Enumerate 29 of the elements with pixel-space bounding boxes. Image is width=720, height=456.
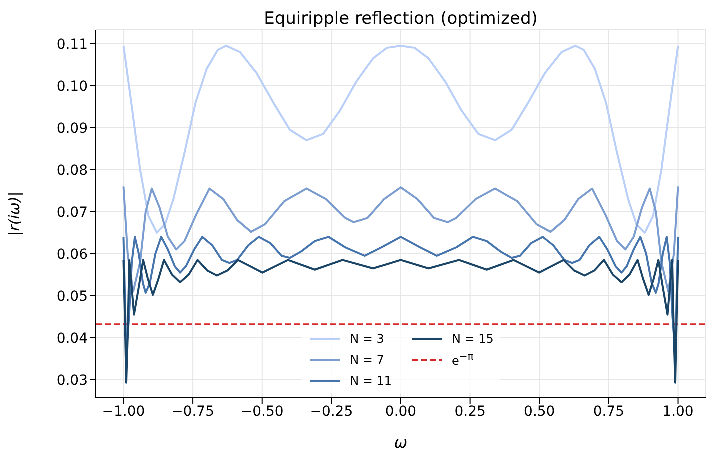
y-tick-label: 0.07 [56,204,88,221]
x-axis-title: ω [394,433,408,452]
y-tick-label: 0.03 [56,372,88,389]
x-tick-label: 0.25 [454,404,486,420]
y-axis-title: |r(iω)| [5,192,24,236]
legend-label: N = 3 [350,332,384,346]
x-tick-label: 0.75 [593,404,625,420]
x-tick-label: −0.25 [310,404,354,420]
legend-label: N = 15 [452,332,494,346]
y-tick-label: 0.11 [56,36,88,53]
x-tick-label: 0.00 [385,404,417,420]
chart-title: Equiripple reflection (optimized) [264,9,538,29]
y-tick-label: 0.09 [56,120,88,137]
x-tick-label: −0.75 [172,404,214,420]
line-series [122,44,680,234]
x-tick-label: −1.00 [102,404,146,420]
legend-label: N = 11 [350,374,392,388]
y-tick-label: 0.06 [56,246,88,263]
line-series [122,186,680,293]
y-tick-label: 0.08 [56,162,88,179]
x-tick-label: 0.50 [524,404,556,420]
x-tick-label: 1.00 [662,404,694,420]
y-tick-label: 0.10 [56,78,88,95]
y-tick-label: 0.05 [56,288,88,305]
x-tick-label: −0.50 [240,404,284,420]
legend-label: N = 7 [350,352,384,366]
line-series [122,259,680,384]
legend-label: e$^{−π}$ [452,352,474,368]
y-tick-label: 0.04 [56,330,88,347]
